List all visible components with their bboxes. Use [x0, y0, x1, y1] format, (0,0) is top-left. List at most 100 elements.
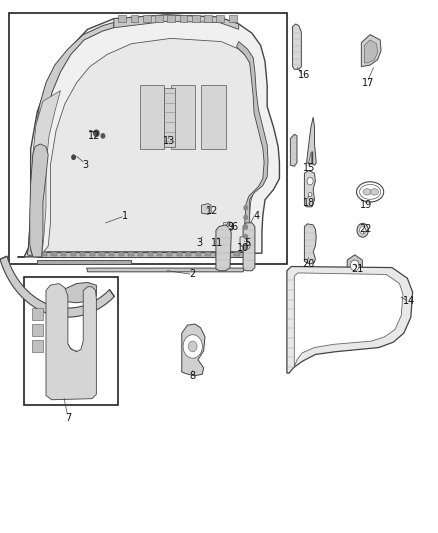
Polygon shape: [287, 266, 413, 373]
Polygon shape: [171, 85, 195, 149]
Polygon shape: [46, 284, 96, 400]
Polygon shape: [42, 252, 47, 256]
Circle shape: [183, 335, 202, 358]
Polygon shape: [216, 15, 224, 22]
Text: 6: 6: [231, 222, 237, 231]
Text: 3: 3: [196, 238, 202, 247]
Circle shape: [307, 177, 313, 185]
Circle shape: [244, 225, 247, 229]
Polygon shape: [32, 324, 43, 336]
Polygon shape: [234, 252, 240, 256]
Polygon shape: [243, 223, 255, 271]
Text: 12: 12: [206, 206, 219, 215]
Text: 2: 2: [190, 270, 196, 279]
Circle shape: [244, 235, 247, 239]
Polygon shape: [164, 88, 175, 147]
Polygon shape: [243, 243, 251, 249]
Circle shape: [188, 341, 197, 352]
Polygon shape: [32, 308, 43, 320]
Polygon shape: [177, 252, 182, 256]
Polygon shape: [304, 171, 315, 207]
Circle shape: [94, 130, 99, 136]
Ellipse shape: [363, 189, 371, 195]
Circle shape: [244, 244, 247, 248]
Polygon shape: [225, 252, 230, 256]
Polygon shape: [237, 42, 268, 252]
Polygon shape: [138, 252, 143, 256]
Polygon shape: [148, 252, 153, 256]
Polygon shape: [30, 144, 48, 257]
Polygon shape: [61, 252, 66, 256]
Polygon shape: [80, 252, 85, 256]
Polygon shape: [180, 15, 187, 22]
Text: 14: 14: [403, 296, 416, 306]
Polygon shape: [204, 15, 212, 22]
Polygon shape: [71, 252, 76, 256]
Text: 11: 11: [211, 238, 223, 247]
Polygon shape: [119, 252, 124, 256]
Text: 15: 15: [303, 163, 315, 173]
Circle shape: [308, 192, 312, 197]
Polygon shape: [186, 252, 191, 256]
Polygon shape: [27, 22, 114, 256]
Polygon shape: [167, 252, 172, 256]
Polygon shape: [294, 273, 403, 367]
Polygon shape: [18, 15, 279, 257]
Bar: [9, 13, 287, 264]
Polygon shape: [131, 15, 138, 22]
Polygon shape: [192, 15, 200, 22]
Polygon shape: [167, 15, 175, 22]
Polygon shape: [118, 15, 126, 22]
Polygon shape: [215, 252, 220, 256]
Circle shape: [244, 206, 247, 210]
Text: 22: 22: [360, 224, 372, 234]
Polygon shape: [347, 255, 362, 276]
Circle shape: [228, 224, 232, 229]
Polygon shape: [109, 252, 114, 256]
Polygon shape: [196, 252, 201, 256]
Circle shape: [360, 227, 366, 234]
Polygon shape: [140, 85, 164, 149]
Polygon shape: [182, 324, 205, 376]
Polygon shape: [90, 252, 95, 256]
Text: 21: 21: [351, 264, 363, 274]
Circle shape: [72, 155, 75, 159]
Text: 5: 5: [244, 238, 251, 247]
Polygon shape: [361, 35, 381, 67]
Polygon shape: [155, 15, 163, 22]
Polygon shape: [304, 224, 316, 264]
Bar: [24, 277, 118, 405]
Polygon shape: [293, 24, 301, 69]
Text: 12: 12: [88, 131, 100, 141]
Text: 3: 3: [82, 160, 88, 170]
Text: 17: 17: [362, 78, 374, 87]
Polygon shape: [51, 252, 57, 256]
Circle shape: [244, 215, 247, 220]
Polygon shape: [87, 268, 244, 272]
Polygon shape: [114, 15, 239, 29]
Text: 13: 13: [162, 136, 175, 146]
Polygon shape: [37, 252, 243, 257]
Polygon shape: [290, 134, 297, 166]
Polygon shape: [61, 282, 96, 303]
Text: 1: 1: [122, 211, 128, 221]
Polygon shape: [229, 15, 237, 22]
Polygon shape: [223, 222, 232, 229]
Text: 9: 9: [227, 222, 233, 231]
Polygon shape: [32, 340, 43, 352]
Polygon shape: [44, 38, 266, 252]
Polygon shape: [143, 15, 151, 22]
Polygon shape: [240, 236, 247, 246]
Polygon shape: [201, 204, 211, 214]
Circle shape: [357, 223, 368, 237]
Text: 19: 19: [360, 200, 372, 210]
Polygon shape: [205, 252, 211, 256]
Circle shape: [226, 222, 233, 231]
Polygon shape: [37, 260, 131, 264]
Circle shape: [350, 260, 359, 271]
Text: 8: 8: [190, 371, 196, 381]
Text: 4: 4: [253, 211, 259, 221]
Polygon shape: [216, 225, 231, 271]
Polygon shape: [201, 85, 226, 149]
Ellipse shape: [371, 189, 378, 195]
